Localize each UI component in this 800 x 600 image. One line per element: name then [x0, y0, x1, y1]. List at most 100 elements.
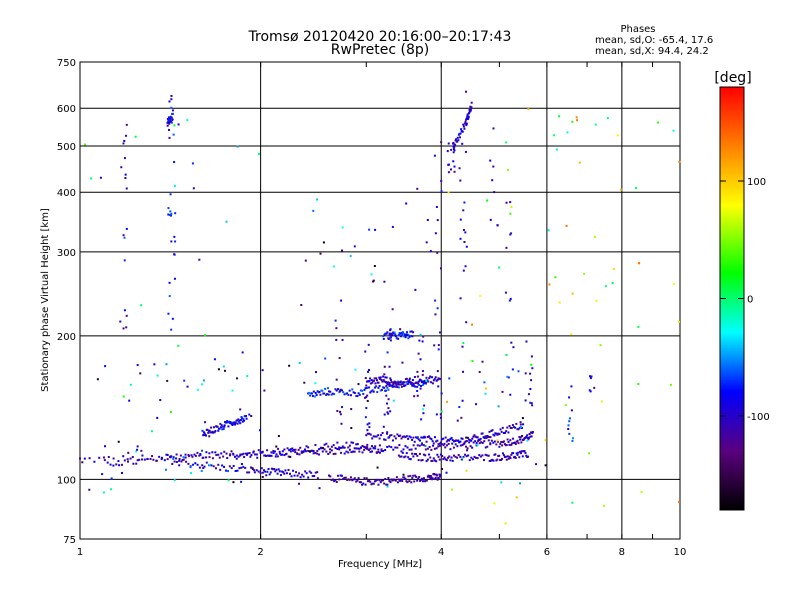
echo-point: [382, 386, 385, 389]
echo-point: [400, 450, 403, 453]
echo-point: [135, 462, 138, 465]
echo-point: [421, 459, 424, 462]
echo-point: [261, 471, 264, 474]
echo-point: [377, 381, 380, 384]
echo-point: [104, 365, 107, 368]
echo-point: [575, 116, 578, 119]
echo-point: [418, 378, 421, 381]
echo-point: [422, 335, 425, 338]
echo-point: [454, 139, 457, 142]
echo-point: [349, 394, 352, 397]
echo-point: [120, 166, 123, 169]
echo-point: [583, 272, 586, 275]
echo-point: [169, 411, 172, 414]
echo-point: [174, 212, 177, 215]
echo-point: [364, 483, 367, 486]
echo-point: [277, 468, 280, 471]
echo-point: [456, 445, 459, 448]
echo-point: [345, 450, 348, 453]
echo-point: [467, 117, 470, 120]
echo-point: [350, 451, 353, 454]
echo-point: [222, 365, 225, 368]
echo-point: [349, 476, 352, 479]
echo-point: [172, 456, 175, 459]
echo-point: [505, 141, 508, 144]
echo-point: [368, 479, 371, 482]
echo-point: [380, 388, 383, 391]
echo-point: [356, 447, 359, 450]
echo-point: [421, 373, 424, 376]
echo-point: [242, 465, 245, 468]
echo-point: [355, 443, 358, 446]
echo-point: [410, 381, 413, 384]
echo-point: [125, 326, 128, 329]
plot-area: [79, 61, 681, 540]
echo-point: [465, 455, 468, 458]
echo-point: [441, 467, 444, 470]
echo-point: [269, 471, 272, 474]
echo-point: [222, 427, 225, 430]
echo-point: [424, 454, 427, 457]
echo-point: [383, 365, 386, 368]
echo-point: [429, 375, 432, 378]
echo-point: [173, 161, 176, 164]
echo-point: [512, 346, 515, 349]
echo-point: [158, 455, 161, 458]
echo-point: [235, 457, 238, 460]
echo-point: [214, 467, 217, 470]
echo-point: [430, 381, 433, 384]
echo-point: [359, 481, 362, 484]
echo-point: [169, 210, 172, 213]
echo-point: [265, 474, 268, 477]
echo-point: [314, 444, 317, 447]
echo-point: [370, 379, 373, 382]
echo-point: [476, 436, 479, 439]
echo-point: [392, 383, 395, 386]
echo-point: [451, 439, 454, 442]
plot-frame: [79, 61, 681, 540]
echo-point: [227, 425, 230, 428]
echo-point: [422, 477, 425, 480]
echo-point: [419, 379, 422, 382]
echo-point: [372, 379, 375, 382]
echo-point: [141, 454, 144, 457]
echo-point: [343, 452, 346, 455]
echo-point: [678, 160, 681, 163]
echo-point: [383, 386, 386, 389]
echo-point: [258, 429, 261, 432]
echo-point: [487, 435, 490, 438]
echo-point: [502, 454, 505, 457]
echo-point: [110, 488, 113, 491]
echo-point: [429, 475, 432, 478]
echo-point: [439, 331, 442, 334]
echo-point: [431, 477, 434, 480]
echo-point: [159, 399, 162, 402]
x-tick-label: 8: [619, 547, 625, 558]
echo-point: [483, 381, 486, 384]
phases-line-x: mean, sd,X: 94.4, 24.2: [595, 46, 709, 57]
echo-point: [143, 458, 146, 461]
echo-point: [571, 501, 574, 504]
echo-point: [523, 450, 526, 453]
echo-point: [372, 446, 375, 449]
echo-point: [350, 427, 353, 430]
echo-point: [333, 393, 336, 396]
echo-point: [103, 456, 106, 459]
echo-point: [104, 445, 107, 448]
echo-point: [473, 434, 476, 437]
echo-point: [406, 481, 409, 484]
echo-point: [225, 452, 228, 455]
echo-point: [220, 452, 223, 455]
echo-point: [388, 436, 391, 439]
echo-point: [294, 451, 297, 454]
echo-point: [297, 448, 300, 451]
echo-point: [274, 470, 277, 473]
echo-point: [461, 399, 464, 402]
echo-point: [405, 435, 408, 438]
echo-point: [334, 319, 337, 322]
echo-point: [379, 376, 382, 379]
echo-point: [346, 478, 349, 481]
echo-point: [375, 385, 378, 388]
echo-point: [470, 439, 473, 442]
echo-point: [635, 187, 638, 190]
